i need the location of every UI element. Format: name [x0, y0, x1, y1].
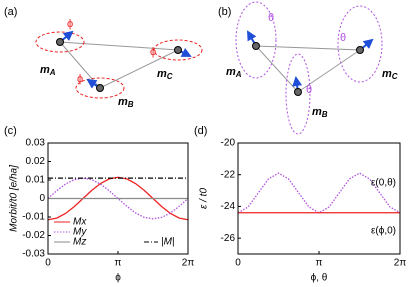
angle: θ [268, 12, 274, 24]
series-line [47, 177, 189, 220]
atom [56, 38, 64, 46]
atom-label: mC [382, 68, 398, 81]
diagram-b: (b) θ θ θ mA mB mC [218, 1, 398, 135]
atom [96, 84, 104, 92]
angle: ϕ [77, 73, 83, 85]
atom [356, 46, 364, 54]
legend-label: My [73, 227, 87, 238]
panel-label: (a) [4, 6, 17, 18]
precession [153, 39, 203, 61]
atom-name: m [40, 64, 50, 76]
atom-label: mA [40, 64, 56, 77]
y-tick-label: -0.03 [22, 249, 45, 260]
y-axis-label: ε / t0 [199, 188, 210, 210]
atom [252, 42, 260, 50]
precession [35, 31, 85, 53]
precession [75, 77, 125, 99]
y-tick-label: 0.02 [26, 156, 46, 167]
angle: θ [340, 32, 346, 44]
y-tick-label: -26 [221, 233, 236, 244]
atom-name: m [312, 106, 322, 118]
diagram-a: (a) ϕ ϕ ϕ mA mB mC [4, 6, 203, 109]
x-tick-label: 2π [182, 258, 195, 269]
y-tick-label: 0.03 [26, 138, 46, 149]
series-line [47, 176, 189, 221]
atom-name: m [382, 68, 392, 80]
atom [174, 46, 182, 54]
x-tick-label: 0 [45, 258, 51, 269]
angle: ϕ [67, 18, 73, 30]
series-label: ε(ϕ,0) [371, 225, 396, 236]
y-tick-label: -20 [221, 138, 236, 149]
plot-frame [237, 142, 401, 255]
atom-label: mA [226, 66, 242, 79]
panel-label: (d) [194, 125, 207, 137]
atom-sub: A [235, 70, 242, 79]
atom [294, 88, 302, 96]
y-tick-label: -0.01 [22, 212, 45, 223]
x-tick-label: 2π [394, 258, 407, 269]
atom-sub: B [128, 100, 134, 109]
angle: ϕ [150, 46, 156, 58]
atom-sub: B [322, 110, 328, 119]
panel-label: (b) [218, 6, 231, 18]
atom-name: m [118, 96, 128, 108]
atom-name: m [226, 66, 236, 78]
series-line [237, 172, 401, 214]
bond [255, 45, 362, 93]
atom-sub: A [49, 68, 56, 77]
x-tick-label: π [115, 258, 122, 269]
y-axis-label: Morbit/t0 [e/ha] [9, 165, 20, 232]
precession [337, 5, 383, 83]
bond [59, 41, 180, 89]
x-tick-label: 0 [235, 258, 241, 269]
y-tick-label: -22 [221, 169, 236, 180]
legend-label: |M| [161, 237, 175, 248]
atom-sub: C [167, 72, 173, 81]
plot-frame [47, 142, 189, 255]
panel-label: (c) [4, 125, 17, 137]
legend-label: Mz [73, 237, 86, 248]
x-axis-label: ϕ, θ [311, 273, 328, 284]
x-tick-label: π [316, 258, 323, 269]
atom-sub: C [392, 72, 398, 81]
y-tick-label: 0 [39, 193, 45, 204]
angle: θ [306, 84, 312, 96]
atom-label: mB [118, 96, 134, 109]
precession [285, 53, 311, 135]
atom-label: mB [312, 106, 328, 119]
precession [235, 1, 277, 79]
y-tick-label: 0.01 [26, 175, 46, 186]
x-axis-label: ϕ [115, 273, 121, 284]
y-tick-label: -24 [221, 201, 236, 212]
y-tick-label: -0.02 [22, 230, 45, 241]
legend-label: Mx [73, 217, 87, 228]
series-label: ε(0,θ) [371, 177, 396, 188]
atom-name: m [157, 68, 167, 80]
atom-label: mC [157, 68, 173, 81]
